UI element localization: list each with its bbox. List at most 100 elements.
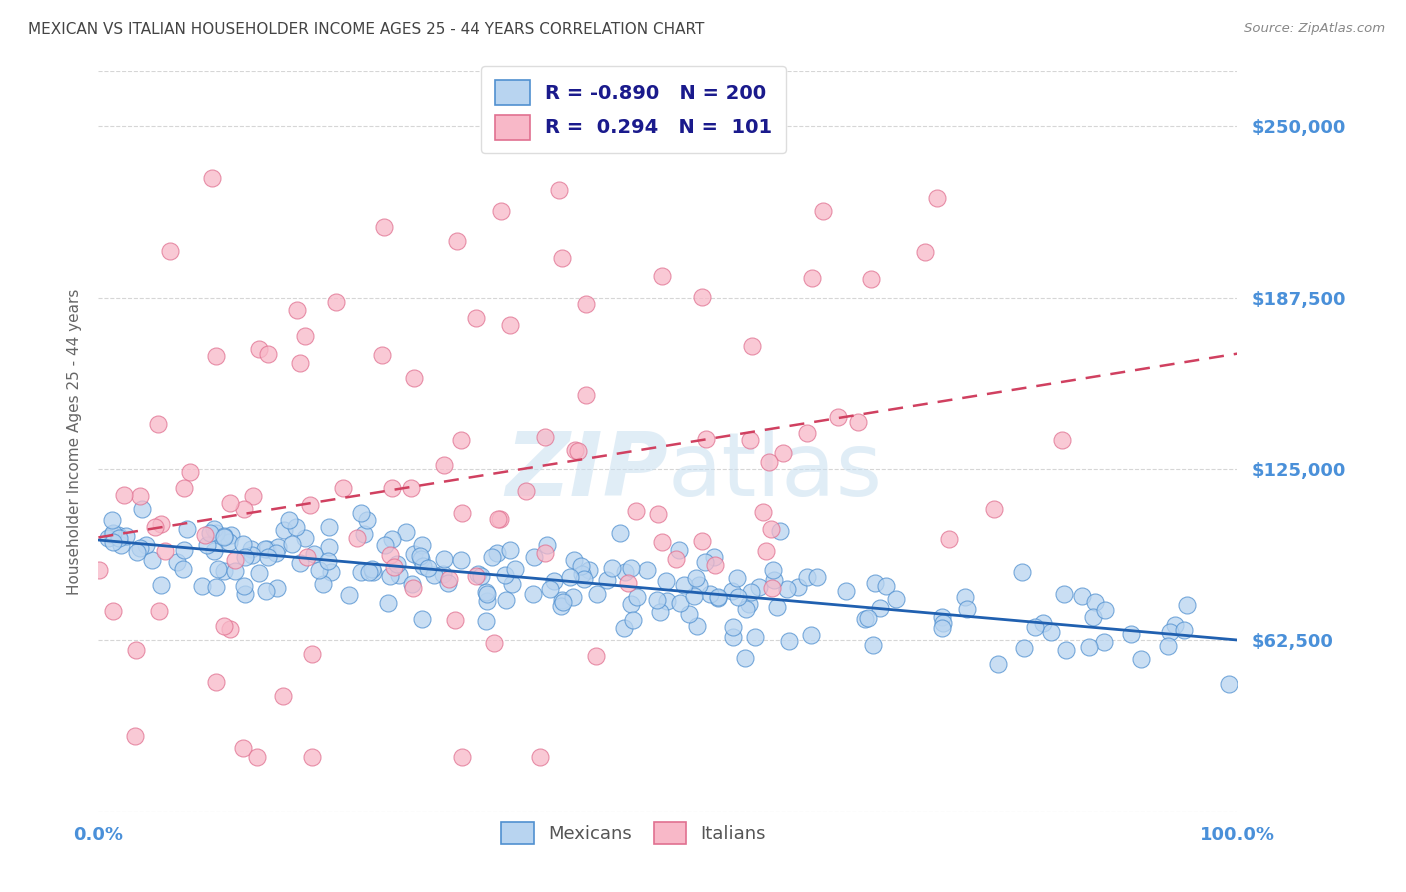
Point [562, 590, 585, 604]
Point [450, 433, 472, 447]
Point [273, 523, 295, 537]
Point [219, 496, 242, 510]
Point [875, 579, 897, 593]
Point [869, 601, 891, 615]
Point [860, 272, 883, 286]
Point [464, 569, 486, 583]
Point [408, 549, 430, 564]
Point [412, 558, 434, 573]
Point [247, 343, 270, 357]
Point [499, 543, 522, 558]
Point [146, 417, 169, 431]
Point [281, 537, 304, 551]
Point [620, 561, 643, 575]
Text: ZIP: ZIP [505, 427, 668, 515]
Point [176, 522, 198, 536]
Point [651, 535, 673, 549]
Point [655, 594, 678, 608]
Point [101, 525, 124, 540]
Point [399, 481, 422, 495]
Point [1083, 609, 1105, 624]
Point [149, 516, 172, 531]
Point [776, 582, 799, 596]
Point [1164, 617, 1187, 632]
Point [575, 297, 598, 311]
Point [467, 566, 489, 581]
Point [373, 219, 395, 234]
Point [143, 520, 166, 534]
Point [614, 565, 637, 579]
Point [385, 557, 408, 571]
Point [153, 544, 176, 558]
Point [451, 506, 474, 520]
Point [190, 579, 212, 593]
Point [560, 570, 582, 584]
Point [806, 570, 828, 584]
Point [551, 593, 574, 607]
Point [294, 531, 316, 545]
Point [685, 571, 707, 585]
Point [173, 481, 195, 495]
Point [470, 568, 492, 582]
Point [827, 409, 849, 424]
Point [486, 512, 509, 526]
Point [474, 585, 496, 599]
Point [195, 538, 218, 552]
Point [703, 549, 725, 564]
Point [1014, 641, 1036, 656]
Point [411, 611, 433, 625]
Point [564, 442, 586, 457]
Point [499, 318, 522, 332]
Point [762, 563, 785, 577]
Point [768, 524, 790, 539]
Point [626, 590, 648, 604]
Point [1024, 620, 1046, 634]
Point [1159, 625, 1181, 640]
Point [124, 729, 146, 743]
Point [129, 541, 152, 556]
Point [214, 528, 236, 542]
Point [287, 302, 309, 317]
Point [613, 621, 636, 635]
Point [762, 573, 785, 587]
Text: MEXICAN VS ITALIAN HOUSEHOLDER INCOME AGES 25 - 44 YEARS CORRELATION CHART: MEXICAN VS ITALIAN HOUSEHOLDER INCOME AG… [28, 22, 704, 37]
Point [290, 356, 312, 370]
Point [318, 541, 340, 555]
Point [585, 587, 607, 601]
Point [690, 289, 713, 303]
Point [501, 577, 523, 591]
Point [477, 594, 499, 608]
Point [308, 563, 330, 577]
Point [744, 630, 766, 644]
Point [361, 562, 384, 576]
Point [240, 542, 263, 557]
Legend: Mexicans, Italians: Mexicans, Italians [494, 814, 773, 851]
Point [423, 568, 446, 582]
Point [202, 544, 225, 558]
Point [740, 433, 762, 447]
Point [596, 573, 619, 587]
Point [678, 607, 700, 622]
Point [232, 741, 254, 756]
Point [787, 581, 810, 595]
Point [481, 549, 503, 564]
Point [97, 532, 120, 546]
Point [695, 432, 717, 446]
Point [115, 529, 138, 543]
Point [550, 599, 572, 613]
Point [734, 650, 756, 665]
Point [312, 577, 335, 591]
Point [856, 610, 879, 624]
Point [925, 191, 948, 205]
Point [734, 602, 756, 616]
Point [437, 573, 460, 587]
Point [721, 630, 744, 644]
Point [533, 546, 555, 560]
Point [853, 612, 876, 626]
Point [515, 483, 537, 498]
Point [465, 310, 488, 325]
Point [648, 605, 671, 619]
Point [264, 546, 287, 560]
Point [103, 534, 125, 549]
Point [983, 501, 1005, 516]
